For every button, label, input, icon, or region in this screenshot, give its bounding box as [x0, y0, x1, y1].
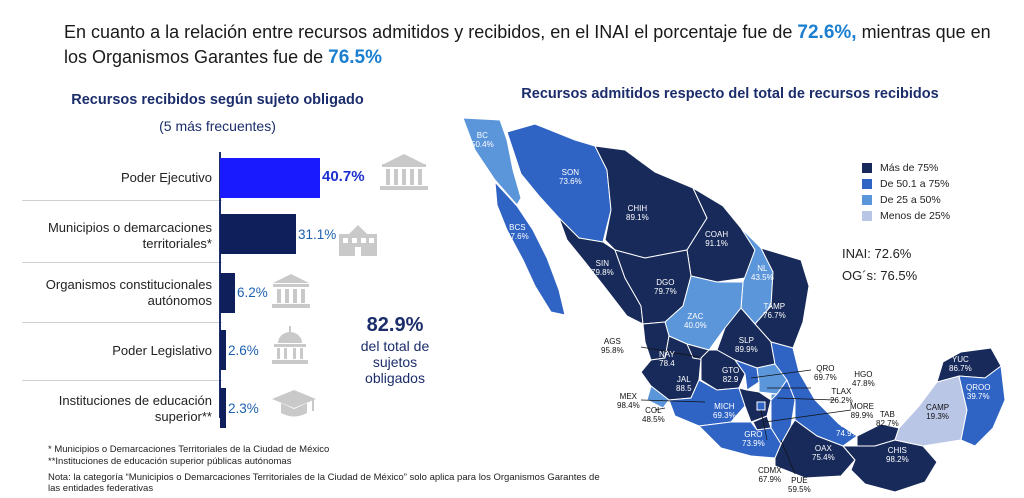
bar-value-label: 2.6%	[228, 343, 259, 358]
bar	[220, 388, 226, 428]
total-percentage: 82.9%	[366, 314, 424, 336]
map-title: Recursos admitidos respecto del total de…	[521, 86, 939, 102]
graduation-cap-icon	[272, 390, 316, 417]
state-label-gto: GTO 82.9	[722, 366, 740, 384]
bar-chart-subtitle: (5 más frecuentes)	[159, 118, 276, 134]
category-label: Organismos constitucionales autónomos	[45, 277, 212, 308]
bar-chart-title: Recursos recibidos según sujeto obligado	[71, 92, 364, 108]
row-divider	[22, 262, 222, 263]
bar-value-label: 2.3%	[228, 401, 259, 416]
municipal-building-icon	[339, 225, 377, 256]
state-label-sin: SIN 79.8%	[591, 259, 614, 277]
og-stat: OG´s: 76.5%	[842, 268, 918, 283]
state-label-camp: CAMP 19.3%	[926, 403, 950, 421]
legend-swatch	[862, 179, 872, 189]
inai-stat: INAI: 72.6%	[842, 246, 912, 261]
state-region	[756, 401, 766, 411]
footnote: **Instituciones de educación superior pú…	[48, 456, 292, 467]
footnote: las entidades federativas	[48, 483, 154, 494]
state-label-slp: SLP 89.9%	[735, 336, 758, 354]
state-region	[686, 186, 756, 283]
state-label-tlax: TLAX 26.2%	[830, 387, 853, 405]
state-label-pue: PUE 59.5%	[788, 476, 811, 494]
state-label-cdmx: CDMX 67.9%	[758, 466, 782, 484]
state-region	[958, 365, 1006, 447]
state-label-ags: AGS 95.8%	[601, 337, 624, 355]
og-percentage: 76.5%	[328, 47, 383, 68]
state-label-son: SON 73.6%	[559, 168, 582, 186]
state-label-gro: GRO 73.9%	[742, 430, 765, 448]
state-region	[841, 439, 938, 493]
bar-value-label: 6.2%	[237, 285, 268, 300]
legend-item: Menos de 25%	[862, 208, 950, 224]
state-label-chis: CHIS 98.2%	[886, 446, 909, 464]
state-label-qroo: QROO 39.7%	[966, 383, 991, 401]
map-legend: Más de 75% De 50.1 a 75% De 25 a 50% Men…	[862, 160, 950, 224]
state-label-coah: COAH 91.1%	[705, 230, 729, 248]
state-label-oax: OAX 75.4%	[812, 444, 835, 462]
state-label-qro: QRO 69.7%	[814, 364, 837, 382]
state-label-mex: MEX 98.4%	[617, 392, 640, 410]
state-label-nay: NAY 78.4	[659, 350, 675, 368]
intro-text-2: mientras que en los Organismos Garantes …	[64, 22, 991, 67]
inai-percentage: 72.6%,	[797, 22, 857, 43]
bar-value-label: 40.7%	[322, 168, 365, 185]
total-description: del total de sujetos obligados	[360, 338, 430, 386]
state-label-yuc: YUC 86.7%	[949, 355, 972, 373]
footnote: Nota: la categoría “Municipios o Demarca…	[48, 472, 600, 483]
state-region	[697, 421, 782, 459]
state-region	[594, 145, 708, 259]
state-region	[506, 123, 612, 243]
state-label-zac: ZAC 40.0%	[684, 312, 707, 330]
state-label-bc: BC 50.4%	[471, 131, 494, 149]
state-region	[733, 358, 760, 391]
legend-swatch	[862, 163, 872, 173]
state-region	[494, 180, 566, 316]
legend-item: De 50.1 a 75%	[862, 176, 950, 192]
category-label: Poder Legislativo	[112, 343, 212, 358]
bar	[220, 214, 296, 254]
state-label-tamp: TAMP 76.7%	[763, 302, 786, 320]
legend-item: Más de 75%	[862, 160, 950, 176]
state-label-more: MORE 89.9%	[850, 402, 874, 420]
state-region	[646, 385, 670, 409]
state-label-jal: JAL 88.5	[676, 375, 692, 393]
row-divider	[22, 322, 222, 323]
leader-lines	[640, 346, 852, 475]
government-building-icon	[380, 154, 428, 190]
bar	[220, 273, 235, 313]
institution-columns-icon	[272, 274, 310, 308]
legend-swatch	[862, 211, 872, 221]
state-region	[738, 387, 772, 423]
state-label-nl: NL 43.5%	[751, 264, 774, 282]
footnote: * Municipios o Demarcaciones Territorial…	[48, 444, 330, 455]
state-label-col: COL 48.5%	[642, 406, 665, 424]
intro-text-1: En cuanto a la relación entre recursos a…	[64, 22, 798, 42]
bar	[220, 330, 226, 370]
legend-item: De 25 a 50%	[862, 192, 950, 208]
legislative-dome-icon	[272, 326, 308, 364]
state-label-ver: VER 74.9%	[836, 420, 859, 438]
state-label-dgo: DGO 79.7%	[654, 278, 677, 296]
legend-swatch	[862, 195, 872, 205]
category-label: Municipios o demarcaciones territoriales…	[47, 220, 212, 251]
intro-paragraph: En cuanto a la relación entre recursos a…	[64, 20, 994, 70]
state-region	[462, 117, 522, 206]
row-divider	[22, 380, 222, 381]
bar-value-label: 31.1%	[298, 227, 337, 242]
state-label-tab: TAB 82.7%	[876, 410, 899, 428]
mexico-map	[462, 117, 1006, 493]
category-label: Poder Ejecutivo	[120, 170, 212, 185]
state-label-bcs: BCS 67.6%	[506, 223, 529, 241]
bar	[220, 158, 320, 198]
state-label-chih: CHIH 89.1%	[626, 204, 649, 222]
category-label: Instituciones de educación superior**	[58, 393, 212, 424]
state-label-mich: MICH 69.3%	[713, 402, 736, 420]
state-label-hgo: HGO 47.8%	[852, 370, 875, 388]
row-divider	[22, 200, 222, 201]
